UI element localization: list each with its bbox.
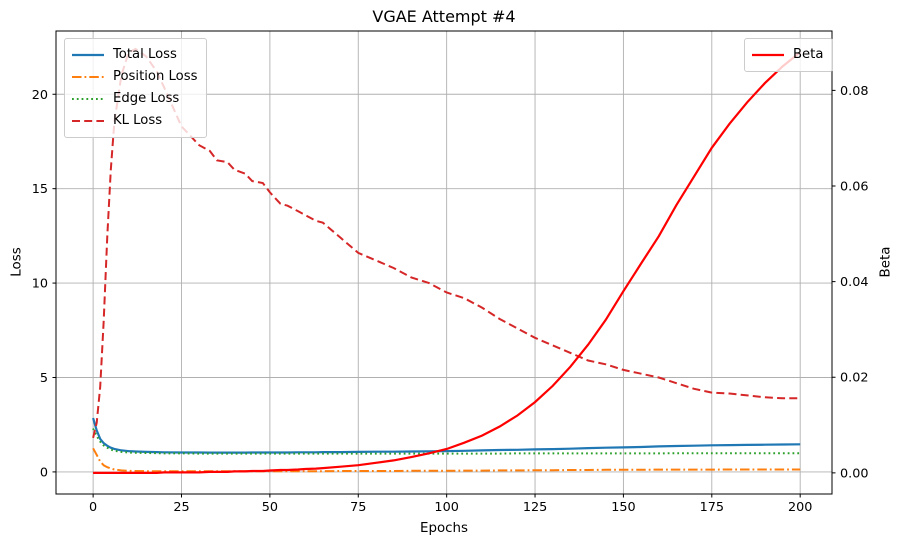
x-tick-label: 100 xyxy=(434,500,458,515)
legend-item-label: Edge Loss xyxy=(113,91,180,106)
y-right-axis-label: Beta xyxy=(878,246,894,278)
y-left-tick-label: 5 xyxy=(40,371,48,386)
legend-item: KL Loss xyxy=(72,110,197,132)
legend-item: Beta xyxy=(752,44,823,66)
legend-line-sample xyxy=(72,98,104,100)
y-left-tick-label: 15 xyxy=(32,182,48,197)
y-right-tick-label: 0.08 xyxy=(840,84,869,99)
legend-item: Position Loss xyxy=(72,66,197,88)
legend-item-label: Beta xyxy=(793,47,824,62)
x-tick-label: 125 xyxy=(523,500,547,515)
tick-labels: 0 25 50 75 100 125 150 175 200 0 5 10 15 20 0.00 0.02 0.… xyxy=(32,84,869,515)
legend-loss: Total Loss Position Loss Edge Loss KL Loss xyxy=(64,38,208,138)
y-left-tick-label: 10 xyxy=(32,277,48,292)
legend-line-sample xyxy=(72,53,104,57)
x-axis-label: Epochs xyxy=(420,521,468,536)
tick-marks xyxy=(52,89,836,498)
plot-border xyxy=(55,30,833,495)
y-left-tick-label: 0 xyxy=(40,465,48,480)
x-tick-label: 75 xyxy=(350,500,366,515)
legend-line-sample xyxy=(72,120,104,122)
y-left-axis-label: Loss xyxy=(9,247,25,277)
legend-line-sample xyxy=(72,76,104,78)
x-tick-label: 25 xyxy=(173,500,189,515)
y-right-tick-label: 0.04 xyxy=(840,275,869,290)
x-tick-label: 200 xyxy=(788,500,812,515)
y-right-tick-label: 0.02 xyxy=(840,371,869,386)
series-position-loss xyxy=(92,447,801,473)
chart-title: VGAE Attempt #4 xyxy=(372,7,516,26)
legend-item: Total Loss xyxy=(72,44,197,66)
legend-item-label: Position Loss xyxy=(113,69,198,84)
x-tick-label: 50 xyxy=(262,500,278,515)
x-tick-label: 175 xyxy=(700,500,724,515)
legend-beta: Beta xyxy=(744,38,834,72)
series-total-loss xyxy=(92,417,801,454)
y-right-tick-label: 0.00 xyxy=(840,466,869,481)
grid xyxy=(56,31,832,494)
x-tick-label: 0 xyxy=(89,500,97,515)
x-tick-label: 150 xyxy=(611,500,635,515)
y-left-tick-label: 20 xyxy=(32,88,48,103)
legend-item: Edge Loss xyxy=(72,88,197,110)
legend-line-sample xyxy=(752,53,784,57)
legend-item-label: KL Loss xyxy=(113,113,163,128)
legend-item-label: Total Loss xyxy=(113,47,177,62)
y-right-tick-label: 0.06 xyxy=(840,180,869,195)
series-beta xyxy=(93,51,801,474)
